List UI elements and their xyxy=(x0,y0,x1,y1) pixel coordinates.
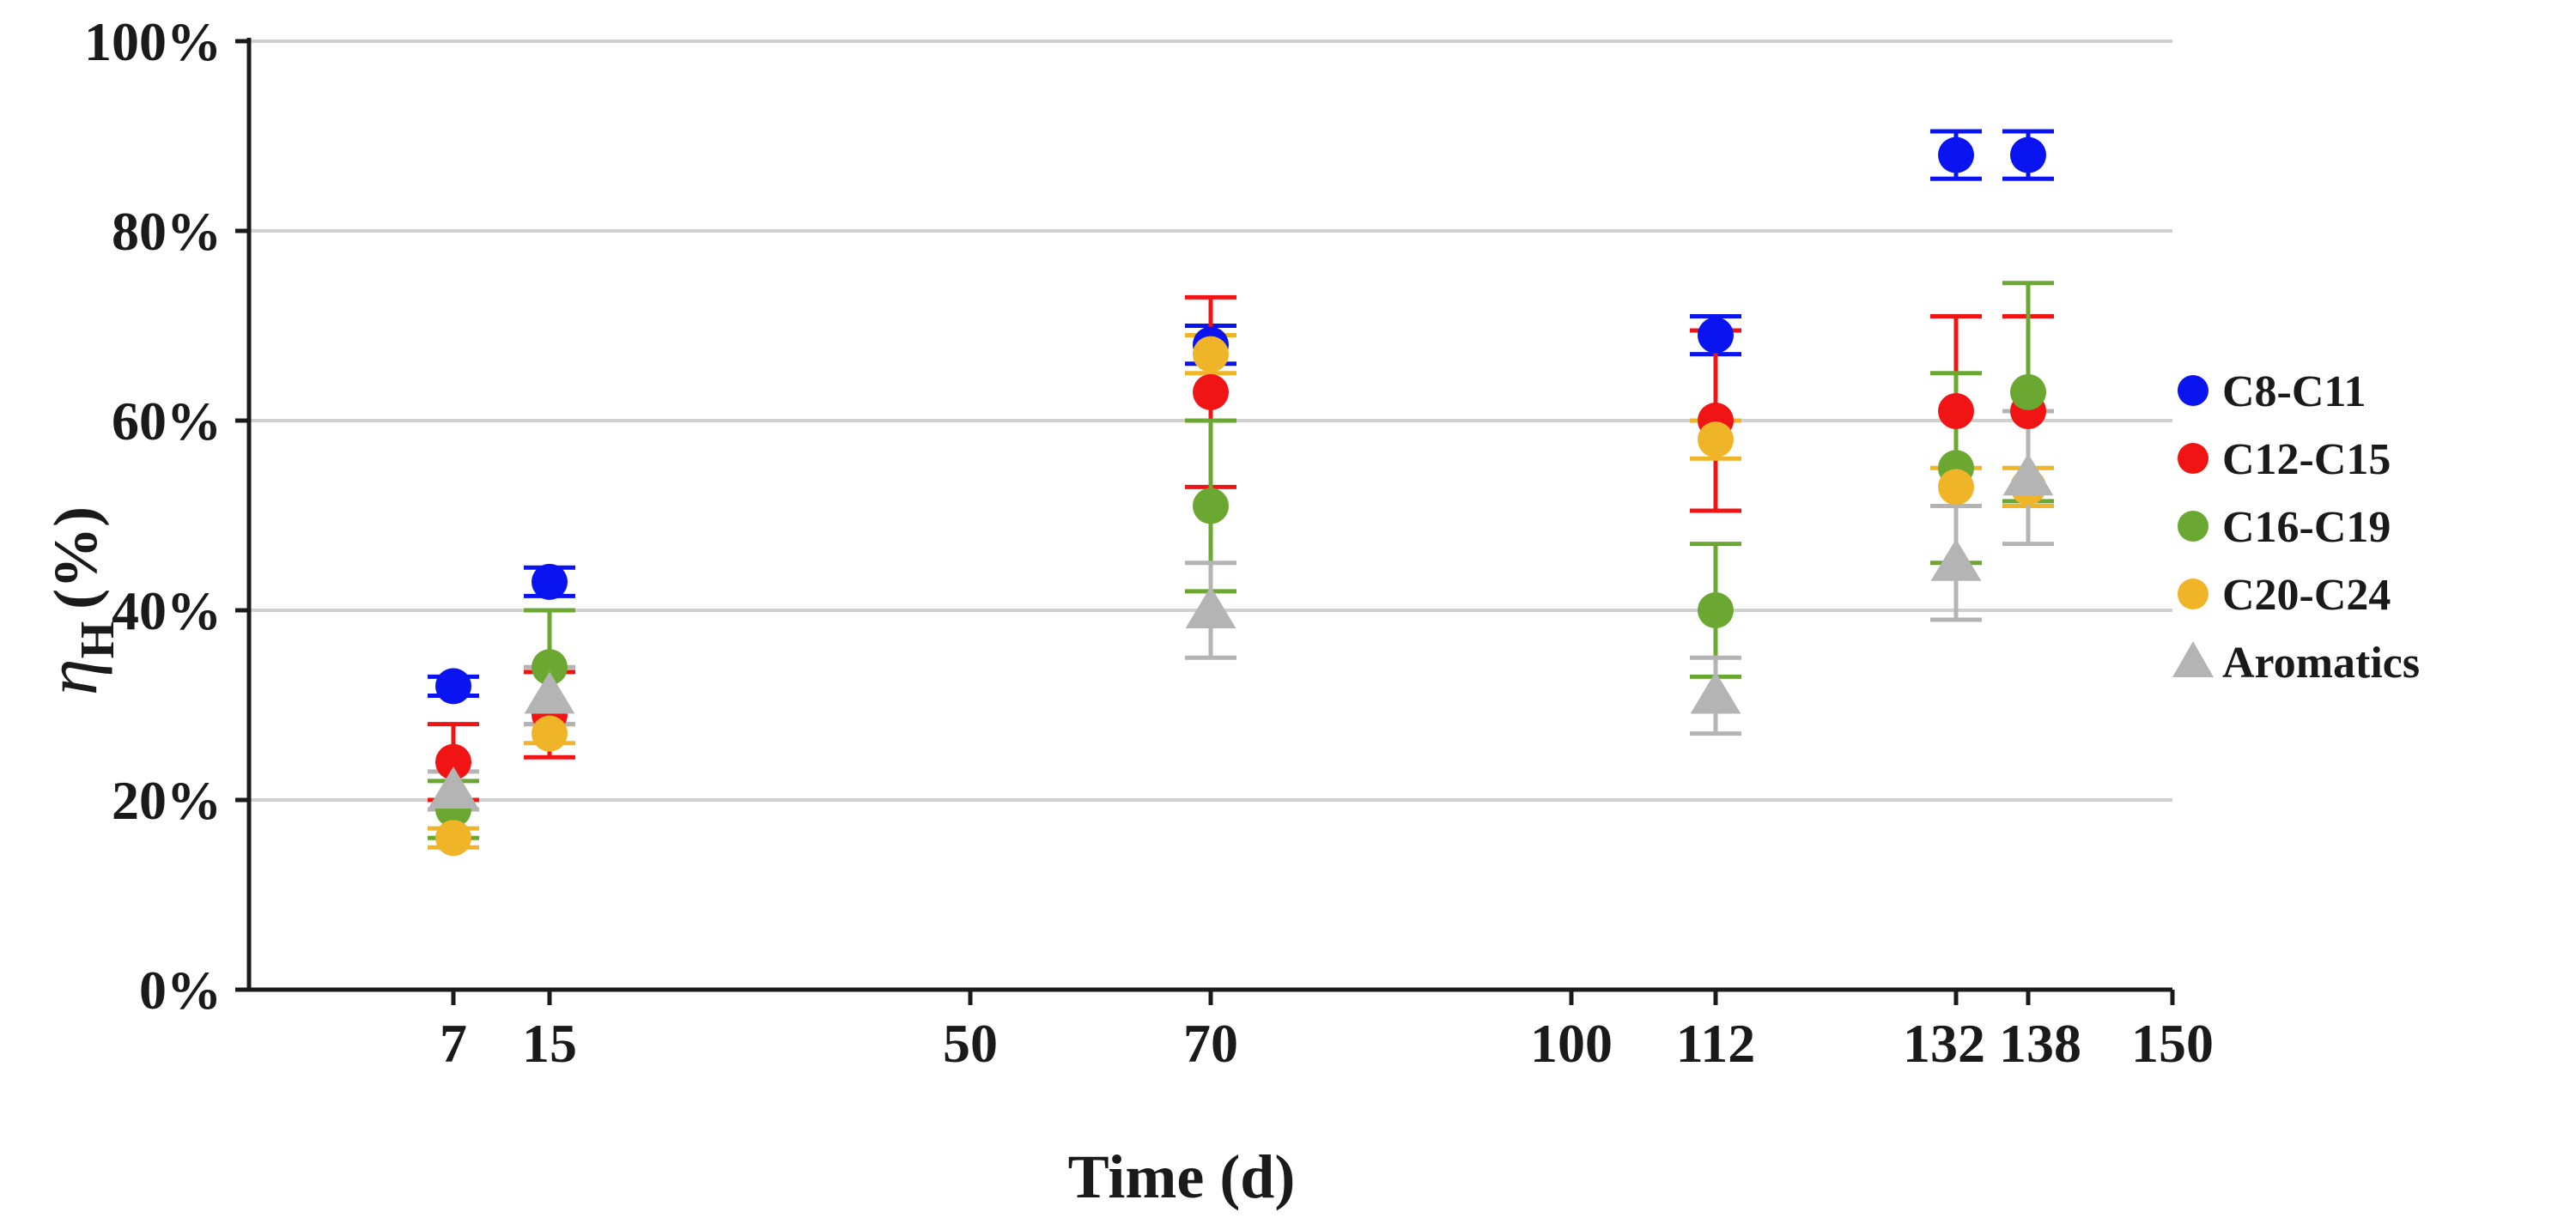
data-point xyxy=(435,743,471,780)
y-tick-label: 100% xyxy=(84,11,222,72)
y-tick-label: 80% xyxy=(112,201,222,262)
axis-layer: 0% 20% 40% 60% 80% 100% 7 15 50 70 100 112 132 138 150 xyxy=(84,11,2214,1074)
data-point xyxy=(1930,538,1982,581)
legend-marker xyxy=(2178,511,2208,542)
y-axis-title: ηH (%) xyxy=(30,506,125,695)
markers-Aromatics xyxy=(428,453,2054,809)
y-tick-label: 40% xyxy=(112,580,222,641)
data-point xyxy=(1938,136,1974,173)
data-point xyxy=(1698,317,1734,354)
data-point xyxy=(1193,336,1229,373)
y-axis-title-unit: (%) xyxy=(41,506,110,609)
y-tick-label: 0% xyxy=(139,960,222,1021)
legend-marker xyxy=(2172,641,2214,677)
legend-item: C12-C15 xyxy=(2178,435,2391,484)
data-point xyxy=(435,820,471,857)
y-tick-label: 60% xyxy=(112,391,222,451)
series-layer xyxy=(428,129,2054,857)
x-tick-label: 15 xyxy=(522,1013,577,1074)
markers-C8-C11 xyxy=(435,136,2046,705)
data-point xyxy=(1698,592,1734,628)
x-tick-label: 150 xyxy=(2131,1013,2214,1074)
series-C16-C19 xyxy=(428,281,2054,840)
data-point xyxy=(2002,453,2054,496)
data-point xyxy=(1185,586,1236,628)
data-point xyxy=(1938,392,1974,429)
x-tick-label: 70 xyxy=(1183,1013,1238,1074)
data-point xyxy=(1938,469,1974,506)
legend-label: C20-C24 xyxy=(2222,571,2391,620)
data-point xyxy=(1698,421,1734,458)
data-point xyxy=(532,649,568,686)
legend-item: C8-C11 xyxy=(2178,367,2366,416)
data-point xyxy=(1193,488,1229,524)
legend-label: C16-C19 xyxy=(2222,503,2391,552)
series-C20-C24 xyxy=(428,333,2054,850)
x-tick-label: 138 xyxy=(1999,1013,2081,1074)
legend: C8-C11 C12-C15 C16-C19 C20-C24 Aromatics xyxy=(2172,367,2420,688)
data-point xyxy=(1690,671,1741,714)
svg-text:ηH(%): ηH (%) xyxy=(30,506,125,695)
legend-item: C16-C19 xyxy=(2178,503,2391,552)
data-point xyxy=(2010,373,2046,410)
legend-label: C8-C11 xyxy=(2222,367,2366,416)
data-point xyxy=(532,715,568,752)
legend-marker xyxy=(2178,375,2208,406)
data-point xyxy=(435,668,471,705)
data-point xyxy=(428,766,479,809)
series-C12-C15 xyxy=(428,294,2054,803)
markers-C16-C19 xyxy=(435,373,2046,828)
legend-marker xyxy=(2178,443,2208,474)
y-axis-title-symbol: η xyxy=(30,658,112,695)
data-point xyxy=(532,563,568,600)
markers-C20-C24 xyxy=(435,336,2046,857)
y-tick-label: 20% xyxy=(112,770,222,831)
legend-item: C20-C24 xyxy=(2178,571,2391,620)
legend-label: C12-C15 xyxy=(2222,435,2391,484)
legend-marker xyxy=(2178,579,2208,609)
legend-item: Aromatics xyxy=(2172,639,2420,688)
data-point xyxy=(1193,373,1229,410)
x-tick-label: 100 xyxy=(1530,1013,1613,1074)
x-tick-label: 7 xyxy=(440,1013,467,1074)
x-tick-label: 112 xyxy=(1676,1013,1755,1074)
data-point xyxy=(2010,136,2046,173)
legend-label: Aromatics xyxy=(2222,639,2420,688)
x-tick-label: 50 xyxy=(943,1013,998,1074)
y-axis-title-subscript: H xyxy=(71,621,125,659)
x-tick-label: 132 xyxy=(1903,1013,1985,1074)
markers-C12-C15 xyxy=(435,373,2046,780)
data-point xyxy=(524,671,575,714)
x-axis-title: Time (d) xyxy=(1068,1142,1296,1211)
